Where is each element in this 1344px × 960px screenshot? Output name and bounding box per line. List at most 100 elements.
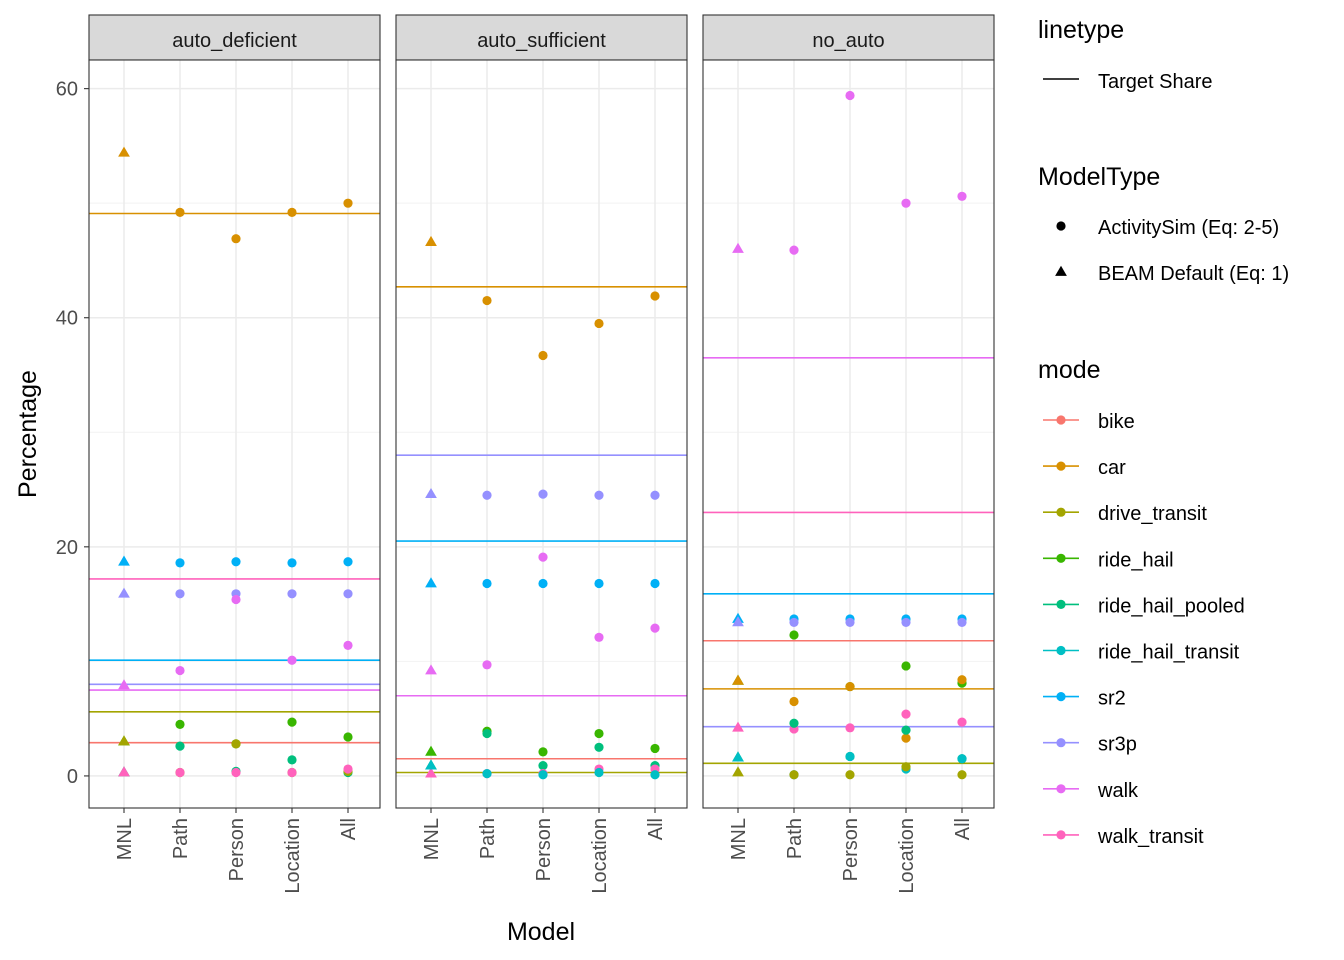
point-sr3p [957, 617, 967, 628]
point-walk-triangle [425, 664, 437, 675]
point-sr2 [594, 578, 604, 589]
point-ride_hail_transit [957, 754, 967, 764]
legend: linetype Target Share ModelType ActivitySim… [1038, 16, 1289, 848]
point-ride_hail_pooled [538, 761, 548, 771]
point-walk_transit-triangle [732, 721, 744, 732]
panel-background [396, 60, 687, 808]
point-sr2-triangle [118, 555, 130, 566]
point-car [343, 198, 353, 208]
point-walk [175, 665, 185, 676]
x-tick-label: Path [784, 818, 806, 859]
point-ride_hail_transit-triangle [425, 759, 437, 770]
point-walk_transit-triangle [118, 766, 130, 777]
point-ride_hail_transit [650, 770, 660, 780]
legend-key-point-sr3p [1056, 738, 1066, 748]
legend-key-triangle [1055, 265, 1067, 276]
point-car [650, 291, 660, 301]
y-tick-label: 60 [56, 79, 78, 101]
point-walk_transit [231, 767, 241, 778]
point-walk-triangle [118, 679, 130, 690]
point-walk-triangle [732, 242, 744, 253]
point-sr2 [650, 578, 660, 589]
point-walk [287, 655, 297, 665]
point-sr3p [287, 589, 297, 599]
legend-title-modeltype: ModelType [1038, 163, 1160, 191]
point-walk [538, 552, 548, 562]
point-car [538, 350, 548, 361]
legend-label-sr3p: sr3p [1098, 734, 1137, 756]
point-ride_hail_pooled [482, 728, 492, 739]
point-walk [957, 191, 967, 201]
x-tick-label: Person [533, 818, 555, 881]
point-walk [845, 90, 855, 101]
point-drive_transit [957, 770, 967, 780]
point-ride_hail [594, 728, 604, 739]
point-walk_transit [957, 717, 967, 727]
point-drive_transit [901, 762, 911, 772]
x-tick-label: MNL [421, 818, 443, 860]
facet-strip-label: auto_deficient [172, 30, 297, 52]
point-sr3p [901, 617, 911, 628]
legend-label-target-share: Target Share [1098, 71, 1213, 93]
point-ride_hail_pooled [287, 755, 297, 765]
facet-strip-label: auto_sufficient [477, 30, 606, 52]
point-walk_transit [175, 767, 185, 778]
point-ride_hail [287, 717, 297, 727]
point-walk [482, 660, 492, 670]
point-ride_hail [789, 630, 799, 640]
legend-label-walk_transit: walk_transit [1097, 826, 1204, 848]
x-tick-label: Location [282, 818, 304, 894]
point-car [901, 733, 911, 743]
point-car-triangle [732, 674, 744, 685]
x-tick-label: Person [840, 818, 862, 881]
legend-key-point-walk [1056, 784, 1066, 794]
point-sr2 [175, 558, 185, 568]
legend-label-bike: bike [1098, 411, 1135, 433]
legend-key-point-ride_hail [1056, 553, 1066, 563]
point-ride_hail_pooled [175, 741, 185, 751]
x-tick-label: All [952, 818, 974, 840]
legend-key-point-car [1056, 461, 1066, 471]
point-sr3p [343, 589, 353, 599]
panel-border [88, 59, 381, 809]
point-sr3p-triangle [732, 616, 744, 627]
point-ride_hail-triangle [425, 745, 437, 756]
point-walk_transit [287, 767, 297, 778]
point-drive_transit [845, 770, 855, 780]
point-sr2 [343, 557, 353, 567]
point-ride_hail_transit [482, 769, 492, 779]
point-sr2-triangle [425, 577, 437, 588]
point-car-triangle [425, 235, 437, 246]
point-sr3p [789, 617, 799, 628]
point-sr3p [594, 490, 604, 500]
point-sr2 [538, 578, 548, 589]
x-tick-label: Path [477, 818, 499, 859]
panel-background [703, 60, 994, 808]
point-walk [594, 632, 604, 642]
legend-label-car: car [1098, 457, 1126, 479]
legend-key-point-bike [1056, 415, 1066, 425]
point-walk [901, 198, 911, 208]
point-drive_transit-triangle [118, 735, 130, 746]
point-car [594, 318, 604, 329]
x-tick-label: Location [896, 818, 918, 894]
point-walk_transit [343, 764, 353, 774]
point-sr2 [231, 557, 241, 567]
point-ride_hail [175, 719, 185, 729]
legend-title-mode: mode [1038, 356, 1101, 384]
legend-label-ride_hail: ride_hail [1098, 549, 1174, 571]
point-walk [789, 245, 799, 255]
point-sr3p-triangle [425, 487, 437, 498]
legend-key-point-drive_transit [1056, 507, 1066, 517]
point-walk [343, 640, 353, 650]
point-walk [650, 623, 660, 633]
point-sr3p [175, 589, 185, 599]
point-drive_transit [789, 770, 799, 780]
x-tick-label: MNL [114, 818, 136, 860]
legend-key-point-walk_transit [1056, 830, 1066, 840]
facet-panel-auto_sufficient: auto_sufficient MNL Path Person Location All [395, 14, 688, 894]
x-tick-label: All [338, 818, 360, 840]
legend-label-ride_hail_pooled: ride_hail_pooled [1098, 595, 1245, 617]
point-ride_hail [538, 747, 548, 757]
point-ride_hail [901, 661, 911, 671]
